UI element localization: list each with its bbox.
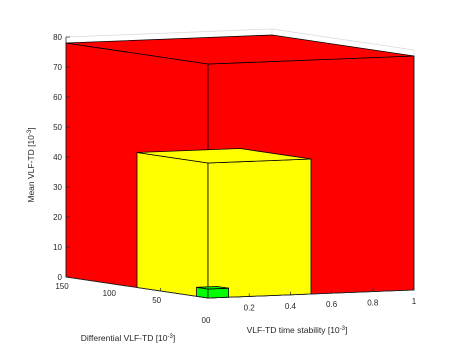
y-axis-line xyxy=(65,276,209,299)
z-tick-label: 60 xyxy=(53,93,62,102)
y-axis-label: Differential VLF-TD [10-3] xyxy=(81,333,175,343)
y-tick-label: 100 xyxy=(103,289,117,298)
z-tick-label: 10 xyxy=(53,243,62,252)
z-axis-label: Mean VLF-TD [10-3] xyxy=(26,127,36,202)
axes-box-edge xyxy=(65,28,273,38)
x-tick-label: 1 xyxy=(412,297,417,306)
box-yellow-right-face xyxy=(207,158,312,299)
z-tick-label: 20 xyxy=(53,213,62,222)
z-tick-label: 80 xyxy=(53,33,62,42)
x-tick-label: 0.6 xyxy=(326,300,338,309)
plot-boxes xyxy=(65,34,415,299)
box-yellow xyxy=(136,148,312,299)
origin-tick-label: 00 xyxy=(202,316,211,325)
x-tick-label: 0.4 xyxy=(285,302,297,311)
z-tick-label: 0 xyxy=(58,273,63,282)
z-tick-label: 50 xyxy=(53,123,62,132)
x-axis-label: VLF-TD time stability [10-3] xyxy=(247,325,348,335)
z-tick-label: 40 xyxy=(53,153,62,162)
box-green-right-face xyxy=(207,287,230,299)
x-tick-label: 0.2 xyxy=(244,303,256,312)
y-tick-label: 50 xyxy=(152,296,161,305)
x-axis-line xyxy=(207,289,415,299)
box-green xyxy=(196,286,230,299)
z-tick-label: 70 xyxy=(53,63,62,72)
box-red-top-face xyxy=(65,34,415,65)
box-yellow-top-face xyxy=(136,148,312,164)
x-tick-label: 0.8 xyxy=(367,299,379,308)
box-yellow-left-face xyxy=(136,152,209,299)
box-green-top-face xyxy=(196,286,230,290)
axes-box-edge xyxy=(271,28,415,51)
y-tick-label: 150 xyxy=(55,282,69,291)
z-tick-label: 30 xyxy=(53,183,62,192)
